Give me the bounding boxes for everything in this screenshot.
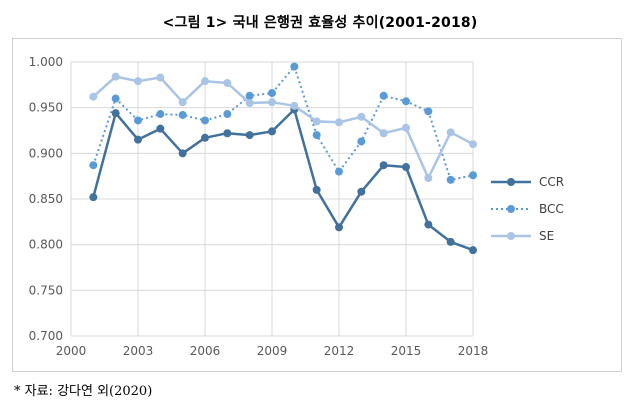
axes: 0.700 0.750 0.800 0.850 0.900 0.950 1.000 2000 2…: [29, 55, 489, 358]
data-point-ccr: [134, 135, 142, 144]
x-tick-label: 2009: [257, 344, 288, 358]
data-point-bcc: [424, 107, 433, 116]
data-point-ccr: [89, 193, 98, 202]
data-point-bcc: [446, 175, 455, 184]
y-tick-label: 0.700: [29, 329, 63, 343]
data-point-ccr: [201, 133, 209, 142]
y-tick-label: 0.900: [29, 146, 63, 160]
x-tick-label: 2012: [324, 344, 355, 358]
data-point-se: [402, 123, 410, 132]
data-point-se: [111, 72, 120, 81]
data-point-se: [201, 77, 209, 86]
data-point-se: [245, 99, 254, 108]
data-point-bcc: [156, 110, 165, 119]
data-point-bcc: [357, 137, 366, 146]
data-point-ccr: [357, 187, 366, 196]
data-point-se: [335, 118, 343, 127]
data-point-ccr: [111, 109, 120, 118]
legend-marker-se: [507, 232, 515, 240]
data-point-ccr: [312, 185, 321, 194]
series-layer: [89, 62, 477, 255]
data-point-bcc: [402, 97, 410, 106]
y-tick-label: 1.000: [29, 55, 63, 69]
x-tick-label: 2003: [123, 344, 154, 358]
gridlines: [70, 61, 474, 337]
chart-container: 0.700 0.750 0.800 0.850 0.900 0.950 1.000 2000 2…: [12, 38, 622, 372]
legend-label-se: SE: [539, 229, 554, 243]
legend-label-ccr: CCR: [539, 175, 564, 189]
data-point-bcc: [268, 89, 276, 98]
data-point-bcc: [134, 116, 142, 125]
series-line-bcc: [92, 65, 474, 181]
data-point-se: [446, 128, 455, 137]
x-tick-label: 2000: [56, 344, 87, 358]
line-chart: 0.700 0.750 0.800 0.850 0.900 0.950 1.000 2000 2…: [29, 55, 564, 358]
data-point-bcc: [290, 62, 299, 71]
data-point-bcc: [178, 110, 187, 119]
y-tick-label: 0.850: [29, 192, 63, 206]
data-point-ccr: [446, 237, 455, 246]
data-point-bcc: [469, 171, 477, 180]
data-point-se: [469, 140, 477, 149]
x-tick-label: 2006: [190, 344, 221, 358]
data-point-bcc: [201, 116, 209, 125]
data-point-se: [290, 101, 299, 110]
source-note: * 자료: 강다연 외(2020): [14, 384, 153, 399]
y-tick-label: 0.750: [29, 283, 63, 297]
x-tick-label: 2015: [391, 344, 422, 358]
data-point-ccr: [424, 220, 433, 229]
data-point-se: [89, 92, 98, 101]
data-point-ccr: [379, 161, 388, 170]
data-point-ccr: [402, 163, 410, 172]
data-point-bcc: [89, 161, 98, 170]
legend-marker-ccr: [507, 178, 515, 186]
data-point-se: [379, 129, 388, 138]
series-line-se: [92, 75, 474, 180]
data-point-se: [357, 112, 366, 121]
legend-label-bcc: BCC: [539, 202, 564, 216]
data-point-ccr: [268, 127, 276, 136]
data-point-ccr: [223, 129, 232, 138]
data-point-se: [134, 77, 142, 86]
data-point-ccr: [335, 223, 343, 232]
data-point-bcc: [111, 94, 120, 103]
legend-marker-bcc: [507, 205, 515, 213]
data-point-se: [223, 79, 232, 88]
figure-title: <그림 1> 국내 은행권 효율성 추이(2001-2018): [162, 15, 478, 31]
y-tick-label: 0.800: [29, 238, 63, 252]
data-point-se: [156, 73, 165, 82]
data-point-bcc: [379, 91, 388, 100]
data-point-ccr: [156, 124, 165, 133]
series-line-ccr: [92, 108, 474, 252]
data-point-ccr: [178, 149, 187, 158]
data-point-bcc: [312, 131, 321, 140]
data-point-ccr: [469, 246, 477, 255]
data-point-se: [178, 98, 187, 107]
data-point-bcc: [245, 91, 254, 100]
data-point-bcc: [335, 167, 343, 176]
data-point-se: [268, 98, 276, 107]
data-point-ccr: [245, 131, 254, 140]
y-tick-label: 0.950: [29, 101, 63, 115]
legend: CCR BCC SE: [491, 175, 564, 243]
data-point-se: [424, 173, 433, 182]
x-tick-label: 2018: [458, 344, 489, 358]
data-point-se: [312, 117, 321, 126]
data-point-bcc: [223, 110, 232, 119]
